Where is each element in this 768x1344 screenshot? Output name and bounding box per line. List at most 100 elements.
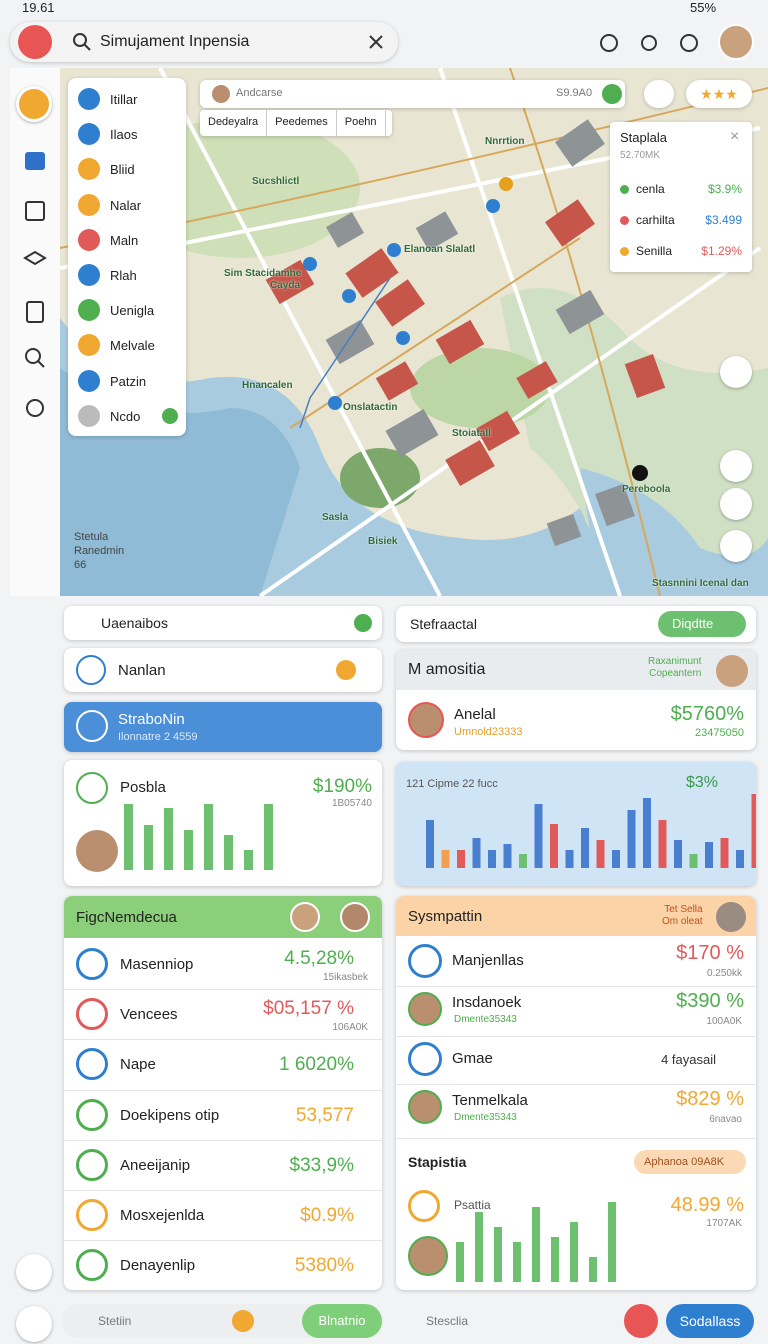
search-query[interactable]: Simujament Inpensia	[100, 33, 250, 50]
row-sub: 100A0K	[706, 1016, 742, 1027]
row-icon	[76, 1199, 108, 1231]
map-control[interactable]	[720, 356, 752, 388]
clear-button[interactable]	[368, 34, 384, 50]
layer-label[interactable]: Uenigla	[110, 303, 155, 319]
layer-label[interactable]: Nalar	[110, 197, 142, 213]
map-label: Sasla	[322, 512, 349, 523]
chart-avatar	[76, 830, 118, 872]
bottom-link[interactable]: Stesclia	[426, 1314, 469, 1328]
row-divider	[396, 1036, 756, 1037]
layer-icon	[78, 228, 100, 251]
header-avatar	[340, 902, 370, 932]
bar	[441, 850, 450, 868]
row-name[interactable]: Masenniop	[120, 956, 194, 973]
map-tabs: Dedeyalra Peedemes Poehn	[200, 110, 392, 136]
chart-card: Posbla $190% 1B05740	[64, 760, 382, 886]
stat-sub: 1707AK	[706, 1218, 742, 1229]
bar	[689, 854, 698, 868]
nav-label: Nanlan	[118, 662, 166, 679]
section-chip[interactable]: Aphanoa 09A8K	[634, 1150, 746, 1174]
layer-label[interactable]: Melvale	[110, 338, 155, 354]
bar	[570, 1222, 578, 1282]
right-header-button[interactable]: Diqdtte	[658, 611, 746, 637]
row-divider	[64, 1089, 382, 1091]
bar	[550, 824, 558, 868]
avatar[interactable]	[718, 24, 754, 60]
map-search-value: S9.9A0	[556, 87, 593, 99]
legend-close[interactable]: ×	[730, 128, 740, 145]
row-name[interactable]: Denayenlip	[120, 1257, 196, 1275]
map-control[interactable]	[720, 450, 752, 482]
map-tab[interactable]: Peedemes	[267, 110, 337, 136]
nav-row[interactable]	[64, 648, 382, 692]
row-name[interactable]: Tenmelkala	[452, 1092, 528, 1109]
bar	[124, 804, 133, 870]
layer-label[interactable]: Maln	[110, 232, 139, 248]
row-icon	[76, 1048, 108, 1081]
layer-label[interactable]: Rlah	[110, 268, 137, 283]
legend-value: $1.29%	[701, 244, 742, 258]
map-search[interactable]	[200, 80, 625, 108]
layer-label[interactable]: Ncdo	[110, 408, 141, 424]
legend-dot	[620, 216, 629, 225]
person-value: $5760%	[670, 703, 744, 725]
row-name[interactable]: Doekipens otip	[120, 1106, 220, 1124]
back-button[interactable]	[18, 25, 52, 59]
person-id: Umnold23333	[454, 726, 523, 738]
map-control[interactable]	[720, 530, 752, 562]
bar	[658, 820, 667, 868]
bar	[519, 854, 527, 868]
row-icon	[76, 948, 108, 980]
layer-icon	[78, 404, 100, 427]
bar	[581, 828, 589, 868]
profile-note: Raxanimunt Copeantern	[648, 656, 702, 679]
search-fab[interactable]	[16, 1254, 52, 1290]
bottom-primary[interactable]: Sodallass	[666, 1304, 754, 1338]
map-tab[interactable]: Poehn	[337, 110, 386, 136]
selected-card[interactable]	[64, 702, 382, 752]
map-label: Bisiek	[368, 536, 398, 547]
profile-header	[396, 650, 756, 690]
row-name[interactable]: Gmae	[452, 1050, 493, 1067]
bottom-red-fab[interactable]	[624, 1304, 658, 1338]
filter-row[interactable]	[64, 606, 382, 640]
row-name[interactable]: Vencees	[120, 1006, 178, 1024]
bar	[472, 838, 481, 868]
map-search-placeholder: Andcarse	[236, 87, 283, 99]
rail-home[interactable]	[16, 86, 52, 122]
legend-subtitle: 52.70MK	[620, 150, 661, 161]
section-divider	[396, 1138, 756, 1139]
row-divider	[64, 1190, 382, 1191]
nav-badge	[336, 660, 356, 680]
layer-label[interactable]: Ilaos	[110, 127, 138, 143]
legend-card: Staplala 52.70MK × cenla $3.9% carhilta $3.…	[610, 122, 752, 272]
rail-icons[interactable]	[22, 148, 50, 428]
row-name[interactable]: Aneeijanip	[120, 1156, 191, 1174]
row-name[interactable]: Manjenllas	[452, 952, 524, 969]
bottom-action[interactable]: Blnatnio	[302, 1304, 382, 1338]
toolbar-icons	[600, 34, 698, 52]
bar	[244, 850, 253, 870]
star-button[interactable]	[644, 80, 674, 108]
bar	[643, 798, 651, 868]
row-value: 5380%	[294, 1255, 354, 1277]
bar	[503, 844, 512, 868]
map-label: Hnancalen	[242, 380, 293, 391]
row-value: 4.5,28%	[284, 948, 354, 969]
home-fab[interactable]	[16, 1306, 52, 1342]
map-tab[interactable]: Dedeyalra	[200, 110, 268, 136]
person-avatar	[408, 702, 444, 738]
row-avatar	[408, 992, 442, 1026]
row-divider	[396, 1084, 756, 1085]
row-name[interactable]: Insdanoek	[452, 994, 522, 1011]
layer-label[interactable]: Itillar	[110, 92, 138, 107]
bar	[456, 1242, 464, 1282]
layer-label[interactable]: Bliid	[110, 162, 135, 178]
row-name[interactable]: Mosxejenlda	[120, 1207, 205, 1224]
row-name[interactable]: Nape	[120, 1056, 156, 1074]
row-avatar	[408, 1090, 442, 1124]
map-label: Nnrrtion	[485, 136, 525, 147]
map-control[interactable]	[720, 488, 752, 520]
row-divider	[64, 1039, 382, 1041]
layer-label[interactable]: Patzin	[110, 373, 147, 389]
